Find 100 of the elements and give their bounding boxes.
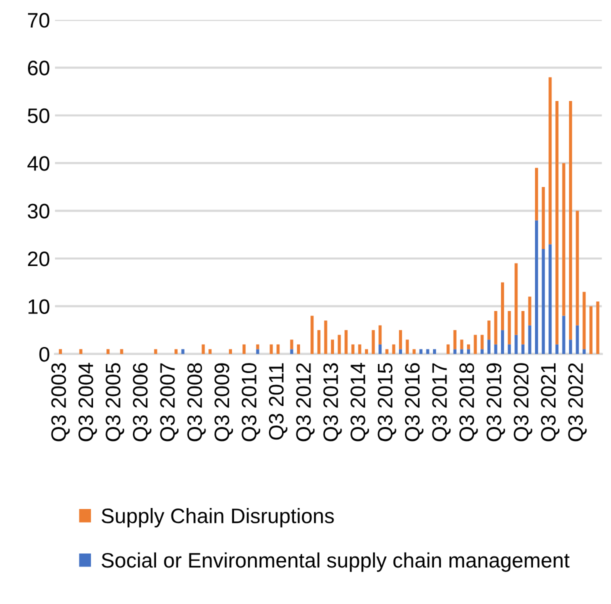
bar <box>528 325 532 354</box>
bar <box>508 311 511 344</box>
x-tick-label: Q3 2010 <box>242 363 260 442</box>
bar <box>589 306 592 354</box>
bar <box>480 334 484 350</box>
bar <box>596 301 600 354</box>
legend-label: Social or Environmental supply chain management <box>102 552 570 572</box>
bar <box>296 344 300 354</box>
legend-label: Supply Chain Disruptions <box>102 508 334 528</box>
y-tick-label: 30 <box>28 204 50 219</box>
bar <box>514 263 518 335</box>
x-tick-label: Q3 2008 <box>187 363 206 442</box>
bar <box>466 349 470 354</box>
bar <box>358 344 362 354</box>
bar <box>494 344 498 354</box>
bar <box>174 349 178 354</box>
bar <box>351 344 354 354</box>
bar <box>535 220 538 354</box>
bar <box>432 349 436 354</box>
bar <box>548 77 552 244</box>
bar <box>446 344 450 354</box>
bar <box>372 330 375 354</box>
bar <box>582 349 586 354</box>
x-tick-label: Q3 2011 <box>268 363 288 440</box>
bar <box>419 349 422 354</box>
bar <box>494 311 498 344</box>
bar <box>514 334 518 354</box>
x-tick-label: Q3 2014 <box>350 362 370 442</box>
x-tick-label: Q3 2003 <box>51 363 70 442</box>
bar <box>460 349 464 354</box>
x-tick-label: Q3 2017 <box>432 363 451 442</box>
bar <box>79 349 82 354</box>
bar <box>508 344 511 354</box>
bar <box>242 344 246 354</box>
bar <box>548 244 552 354</box>
bar <box>555 101 558 344</box>
x-tick-label: Q3 2018 <box>459 363 478 442</box>
bar <box>576 210 579 326</box>
y-tick-label: 40 <box>27 156 50 171</box>
bar <box>569 101 572 340</box>
bar <box>453 330 456 350</box>
bar <box>398 330 402 350</box>
x-tick-label: Q3 2022 <box>568 363 587 442</box>
x-tick-label: Q3 2020 <box>514 363 532 442</box>
bar <box>460 340 464 350</box>
bar <box>474 334 477 354</box>
x-tick-label: Q3 2019 <box>486 363 506 442</box>
y-tick-label: 0 <box>39 346 50 362</box>
x-tick-label: Q3 2021 <box>540 363 560 442</box>
bar <box>310 316 314 354</box>
y-tick-label: 70 <box>28 12 50 28</box>
bar <box>466 344 470 350</box>
bar <box>290 349 294 354</box>
y-tick-label: 20 <box>28 252 50 266</box>
bar <box>412 349 416 354</box>
bar <box>521 344 524 354</box>
x-tick-label: Q3 2009 <box>214 363 233 442</box>
bar <box>398 349 402 354</box>
bar <box>487 320 490 340</box>
bar <box>569 340 572 354</box>
bar <box>256 344 260 350</box>
x-tick-label: Q3 2005 <box>106 363 124 442</box>
bar <box>501 330 504 354</box>
bar <box>542 186 545 249</box>
bar <box>385 349 388 354</box>
x-tick-label: Q3 2016 <box>404 363 424 442</box>
bar <box>208 349 212 354</box>
bar <box>364 349 368 354</box>
bar <box>154 349 158 354</box>
bar <box>480 349 484 354</box>
bar <box>528 296 532 326</box>
bar <box>392 344 396 354</box>
x-tick-label: Q3 2004 <box>78 362 97 442</box>
x-tick-label: Q3 2006 <box>132 363 152 442</box>
bar <box>120 349 124 354</box>
y-tick-label: 60 <box>28 60 50 76</box>
bar <box>256 349 260 354</box>
bar <box>378 344 382 354</box>
bar <box>542 248 545 354</box>
bar <box>338 334 341 354</box>
bar <box>406 340 409 354</box>
bar <box>555 344 558 354</box>
bar <box>521 311 524 344</box>
bar <box>58 349 62 354</box>
bar <box>181 349 184 354</box>
bar <box>582 292 586 350</box>
bar <box>228 349 232 354</box>
bar <box>276 344 280 354</box>
y-tick-label: 50 <box>28 108 50 124</box>
bar <box>378 325 382 344</box>
bar <box>501 282 504 330</box>
bar <box>290 340 294 350</box>
x-tick-label: Q3 2013 <box>323 363 342 442</box>
bar <box>576 325 579 354</box>
bar <box>106 349 110 354</box>
bar <box>453 349 456 354</box>
bar <box>562 316 566 354</box>
bar <box>324 320 328 354</box>
bar <box>317 330 320 354</box>
bar <box>202 344 205 354</box>
